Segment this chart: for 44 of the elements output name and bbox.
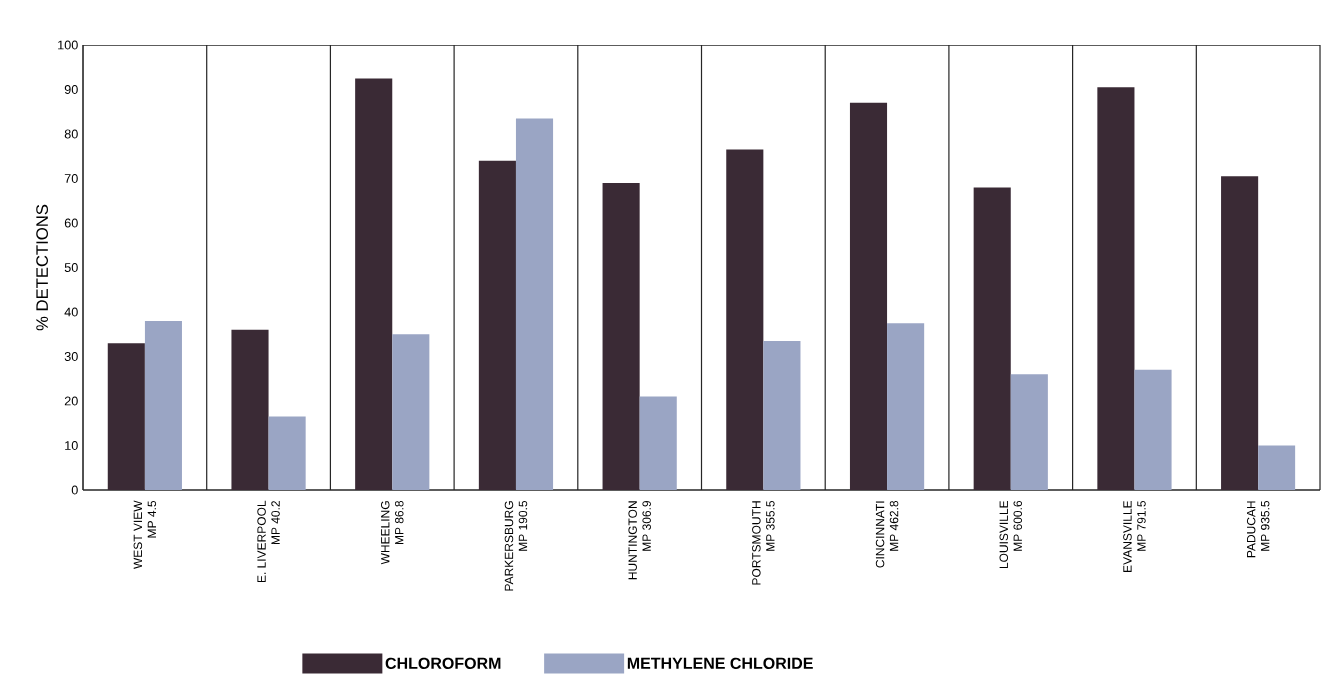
x-tick-label: E. LIVERPOOL MP 40.2 <box>257 500 280 583</box>
bar <box>1097 87 1135 490</box>
y-tick-label: 30 <box>64 352 78 361</box>
bar <box>973 187 1011 490</box>
y-tick-label: 50 <box>64 263 78 272</box>
bar <box>602 182 640 490</box>
bar <box>887 323 925 490</box>
bar <box>1221 176 1259 490</box>
bar <box>1258 445 1296 490</box>
x-tick-label: CINCINNATI MP 462.8 <box>875 500 899 568</box>
x-tick-label: EVANSVILLE MP 791.5 <box>1123 500 1146 572</box>
y-tick-label: 60 <box>64 218 78 228</box>
bar <box>763 340 801 490</box>
bar <box>268 416 306 490</box>
x-tick-label: PADUCAH MP 935.5 <box>1246 500 1270 558</box>
bar <box>515 118 554 490</box>
x-tick-label: LOUISVILLE MP 600.6 <box>999 500 1023 569</box>
x-tick-label: HUNTINGTON MP 306.9 <box>628 500 651 580</box>
bar <box>355 78 393 490</box>
bar <box>849 102 888 490</box>
bar <box>1010 374 1048 490</box>
legend-label: CHLOROFORM <box>385 657 501 669</box>
bar <box>392 334 430 490</box>
bar <box>726 149 764 490</box>
x-tick-label: PORTSMOUTH MP 355.5 <box>752 500 775 585</box>
bar <box>1134 369 1172 490</box>
bar <box>231 329 269 490</box>
y-tick-label: 90 <box>64 85 78 94</box>
y-tick-label: 10 <box>65 441 78 450</box>
y-tick-label: 40 <box>64 307 78 317</box>
bar <box>144 320 182 490</box>
x-tick-label: WHEELING MP 86.8 <box>381 500 404 565</box>
y-tick-label: 100 <box>58 40 78 50</box>
bar <box>639 396 677 490</box>
bar <box>107 343 145 490</box>
y-tick-label: 0 <box>71 485 78 495</box>
y-axis-title: % DETECTIONS <box>36 204 49 331</box>
x-tick-label: WEST VIEW MP 4.5 <box>133 500 157 570</box>
y-tick-label: 80 <box>64 129 78 139</box>
legend-label: METHYLENE CHLORIDE <box>627 657 813 669</box>
y-tick-label: 20 <box>64 396 78 406</box>
x-tick-label: PARKERSBURG MP 190.5 <box>504 500 528 591</box>
y-tick-label: 70 <box>64 174 78 183</box>
bar <box>478 160 516 490</box>
